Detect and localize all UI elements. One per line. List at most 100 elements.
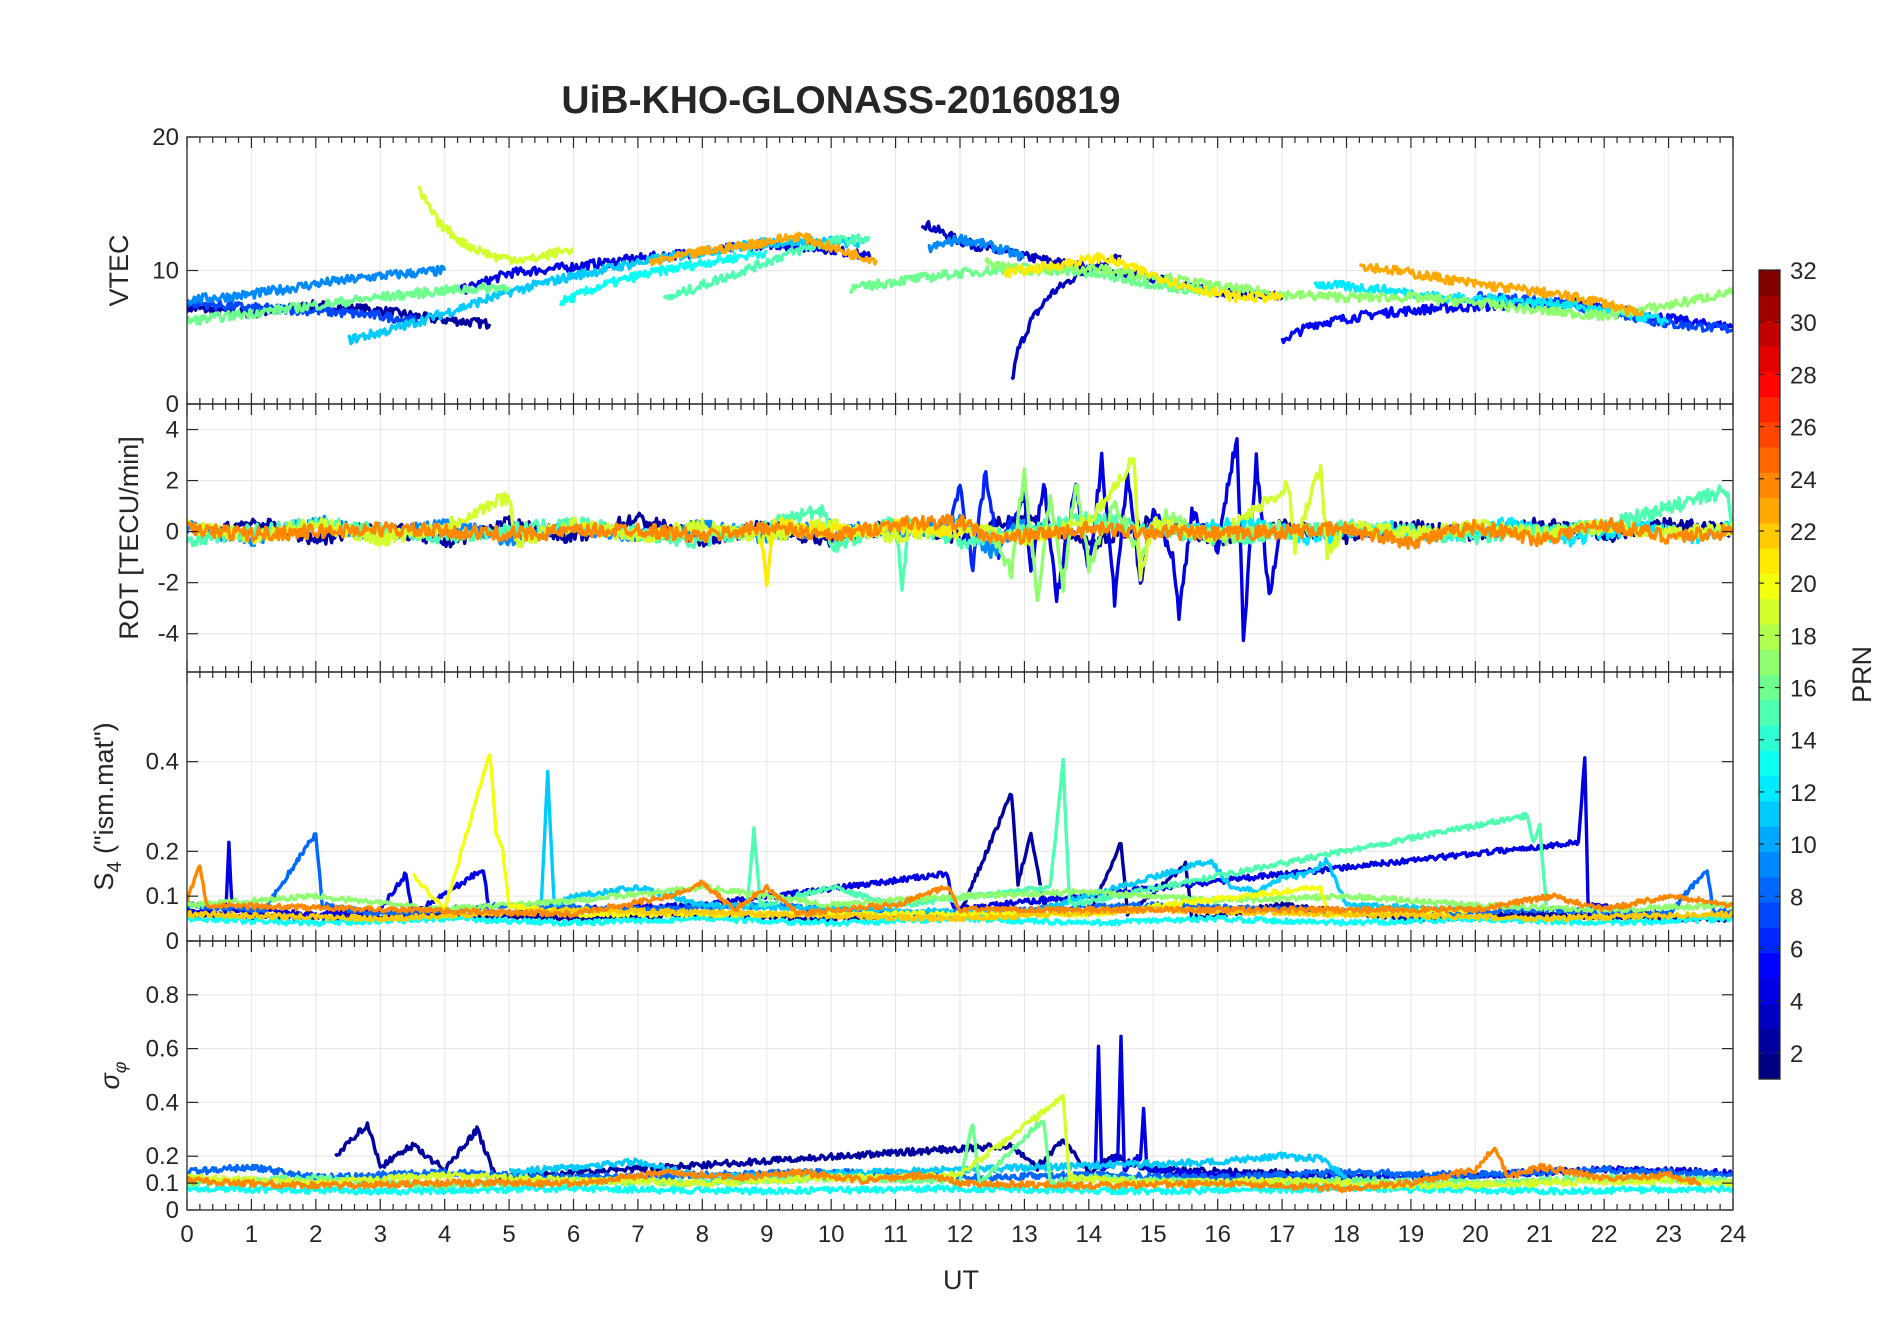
colorbar-segment <box>1759 876 1780 903</box>
colorbar-tick-label: 30 <box>1790 310 1817 337</box>
colorbar-segment <box>1759 977 1780 1004</box>
colorbar-tick-label: 32 <box>1790 258 1817 285</box>
y-tick-label-sigma: 0.1 <box>146 1170 179 1197</box>
colorbar-segment <box>1759 446 1780 473</box>
x-tick-label: 8 <box>696 1221 709 1248</box>
y-tick-label-rot: 2 <box>166 468 179 495</box>
x-tick-label: 5 <box>502 1221 515 1248</box>
x-tick-label: 18 <box>1333 1221 1360 1248</box>
colorbar-segment <box>1759 725 1780 751</box>
colorbar-segment <box>1759 826 1780 853</box>
series-sigma-prn19-6 <box>187 1093 1733 1191</box>
x-tick-label: 10 <box>818 1221 845 1248</box>
series-vtec-prn11-9 <box>347 235 866 346</box>
colorbar-segment <box>1759 497 1780 524</box>
colorbar-segment <box>1759 750 1780 777</box>
series-vtec-prn16-13 <box>187 281 511 326</box>
colorbar-segment <box>1759 1028 1780 1055</box>
series-vtec-prn9-8 <box>927 233 1025 262</box>
x-tick-label: 11 <box>883 1221 908 1248</box>
y-tick-label-s4: 0 <box>166 928 179 955</box>
colorbar-segment <box>1759 396 1780 423</box>
y-tick-label-rot: -2 <box>158 570 179 597</box>
colorbar-label: PRN <box>1847 646 1877 703</box>
colorbar-segment <box>1759 421 1780 448</box>
colorbar-segment <box>1759 699 1780 726</box>
colorbar-segment <box>1759 623 1780 650</box>
series-vtec-prn12-10 <box>1313 279 1670 326</box>
x-ticks-s4 <box>186 672 1734 941</box>
x-tick-label: 1 <box>245 1221 258 1248</box>
colorbar-segment <box>1759 295 1780 322</box>
panel-s4: 0 0.1 0.2 0.4 S4 ("ism.mat") <box>89 671 1734 955</box>
colorbar-tick-label: 4 <box>1790 989 1803 1016</box>
colorbar-segment <box>1759 674 1780 701</box>
series-sigma-prn24-7 <box>187 1146 1702 1194</box>
x-tick-label: 21 <box>1526 1221 1553 1248</box>
y-tick-label-sigma: 0.6 <box>146 1036 179 1063</box>
x-tick-label: 0 <box>180 1221 193 1248</box>
y-axis-label-rot: ROT [TECU/min] <box>114 436 144 640</box>
y-tick-label-vtec: 10 <box>152 258 179 285</box>
colorbar-tick-label: 26 <box>1790 415 1817 442</box>
colorbar-tick-label: 10 <box>1790 832 1817 859</box>
series-vtec-prn3-1 <box>920 219 1284 301</box>
x-tick-label: 6 <box>567 1221 580 1248</box>
chart-title: UiB-KHO-GLONASS-20160819 <box>561 79 1120 122</box>
colorbar-tick-label: 2 <box>1790 1041 1803 1068</box>
colorbar-segment <box>1759 345 1780 372</box>
x-tick-label: 14 <box>1075 1221 1102 1248</box>
series-rot-prn24-9 <box>187 513 1733 550</box>
y-axis-label-s4: S4 ("ism.mat") <box>89 722 126 890</box>
series-group-sigma <box>187 1034 1733 1196</box>
series-rot-prn17-6 <box>990 467 1283 602</box>
series-sigma-prn11-3 <box>508 1151 1348 1183</box>
series-s4-prn24-9 <box>187 864 1733 919</box>
x-tick-label: 16 <box>1204 1221 1231 1248</box>
y-tick-label-s4: 0.2 <box>146 838 179 865</box>
series-vtec-prn15-12 <box>662 233 871 301</box>
colorbar-frame <box>1758 269 1781 1080</box>
colorbar-segment <box>1759 472 1780 499</box>
colorbar-tick-label: 24 <box>1790 467 1817 494</box>
x-ticks-rot <box>186 404 1734 672</box>
y-tick-label-sigma: 0.2 <box>146 1143 179 1170</box>
colorbar-segment <box>1759 270 1780 296</box>
y-axis-label-sigma: σφ <box>95 1061 130 1089</box>
y-tick-label-sigma: 0.4 <box>146 1089 179 1116</box>
colorbar-segment <box>1759 1003 1780 1030</box>
x-tick-label: 3 <box>374 1221 387 1248</box>
x-tick-label: 7 <box>631 1221 644 1248</box>
x-tick-label: 2 <box>309 1221 322 1248</box>
series-vtec-prn9-7 <box>187 264 447 306</box>
y-tick-label-sigma: 0.8 <box>146 982 179 1009</box>
colorbar-tick-label: 20 <box>1790 571 1817 598</box>
colorbar-segment <box>1759 902 1780 928</box>
colorbar-segment <box>1759 649 1780 676</box>
series-vtec-prn7-5 <box>187 298 421 327</box>
series-sigma-prn13-4 <box>187 1183 1733 1196</box>
y-axis-label-vtec: VTEC <box>104 234 134 306</box>
y-tick-label-rot: -4 <box>158 621 179 648</box>
colorbar-tick-label: 8 <box>1790 884 1803 911</box>
x-tick-label: 24 <box>1720 1221 1747 1248</box>
colorbar-segment <box>1759 598 1780 625</box>
x-tick-label: 9 <box>760 1221 773 1248</box>
x-tick-label: 22 <box>1591 1221 1618 1248</box>
colorbar-tick-label: 22 <box>1790 519 1817 546</box>
series-vtec-prn19-16 <box>417 185 574 265</box>
colorbar-tick-label: 12 <box>1790 780 1817 807</box>
colorbar-segment <box>1759 548 1780 574</box>
colorbar-tick-label: 14 <box>1790 728 1817 755</box>
series-group-vtec <box>187 185 1733 381</box>
series-group-rot <box>187 437 1733 643</box>
colorbar-segment <box>1759 320 1780 347</box>
series-group-s4 <box>187 753 1733 928</box>
series-vtec-prn21-17 <box>1003 252 1284 304</box>
series-s4-prn22-8 <box>187 905 1733 923</box>
colorbar-tick-label: 18 <box>1790 623 1817 650</box>
series-vtec-prn13-11 <box>558 249 767 307</box>
colorbar-tick-label: 6 <box>1790 937 1803 964</box>
